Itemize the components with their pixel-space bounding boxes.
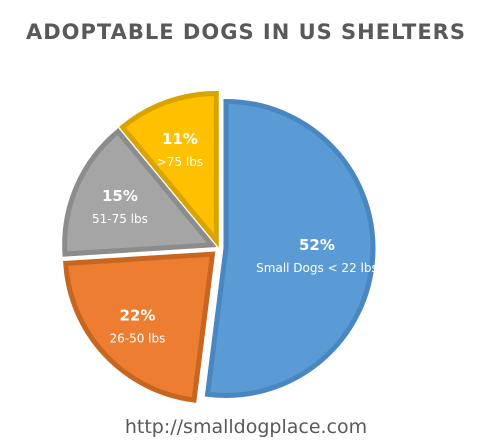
pie-slice-2: [63, 251, 216, 403]
pie-labels: 52% Small Dogs < 22 lbs 22% 26-50 lbs 15% 51-…: [92, 130, 378, 346]
slice-value-label-3: 15%: [102, 187, 138, 205]
slice-value-label-2: 22%: [119, 307, 155, 325]
pie-slice-4: [119, 90, 219, 248]
chart-title: ADOPTABLE DOGS IN US SHELTERS: [26, 20, 466, 44]
slice-category-label-1: Small Dogs < 22 lbs: [256, 261, 378, 275]
source-url: http://smalldogplace.com: [124, 416, 368, 438]
pie-slice-3: [62, 128, 217, 257]
slice-category-label-4: >75 lbs: [157, 155, 203, 169]
slice-value-label-4: 11%: [162, 130, 198, 148]
slice-category-label-3: 51-75 lbs: [92, 212, 148, 226]
pie-slices: [62, 90, 376, 403]
slice-category-label-2: 26-50 lbs: [109, 332, 165, 346]
pie-slice-1: [204, 98, 376, 398]
slice-value-label-1: 52%: [299, 236, 335, 254]
